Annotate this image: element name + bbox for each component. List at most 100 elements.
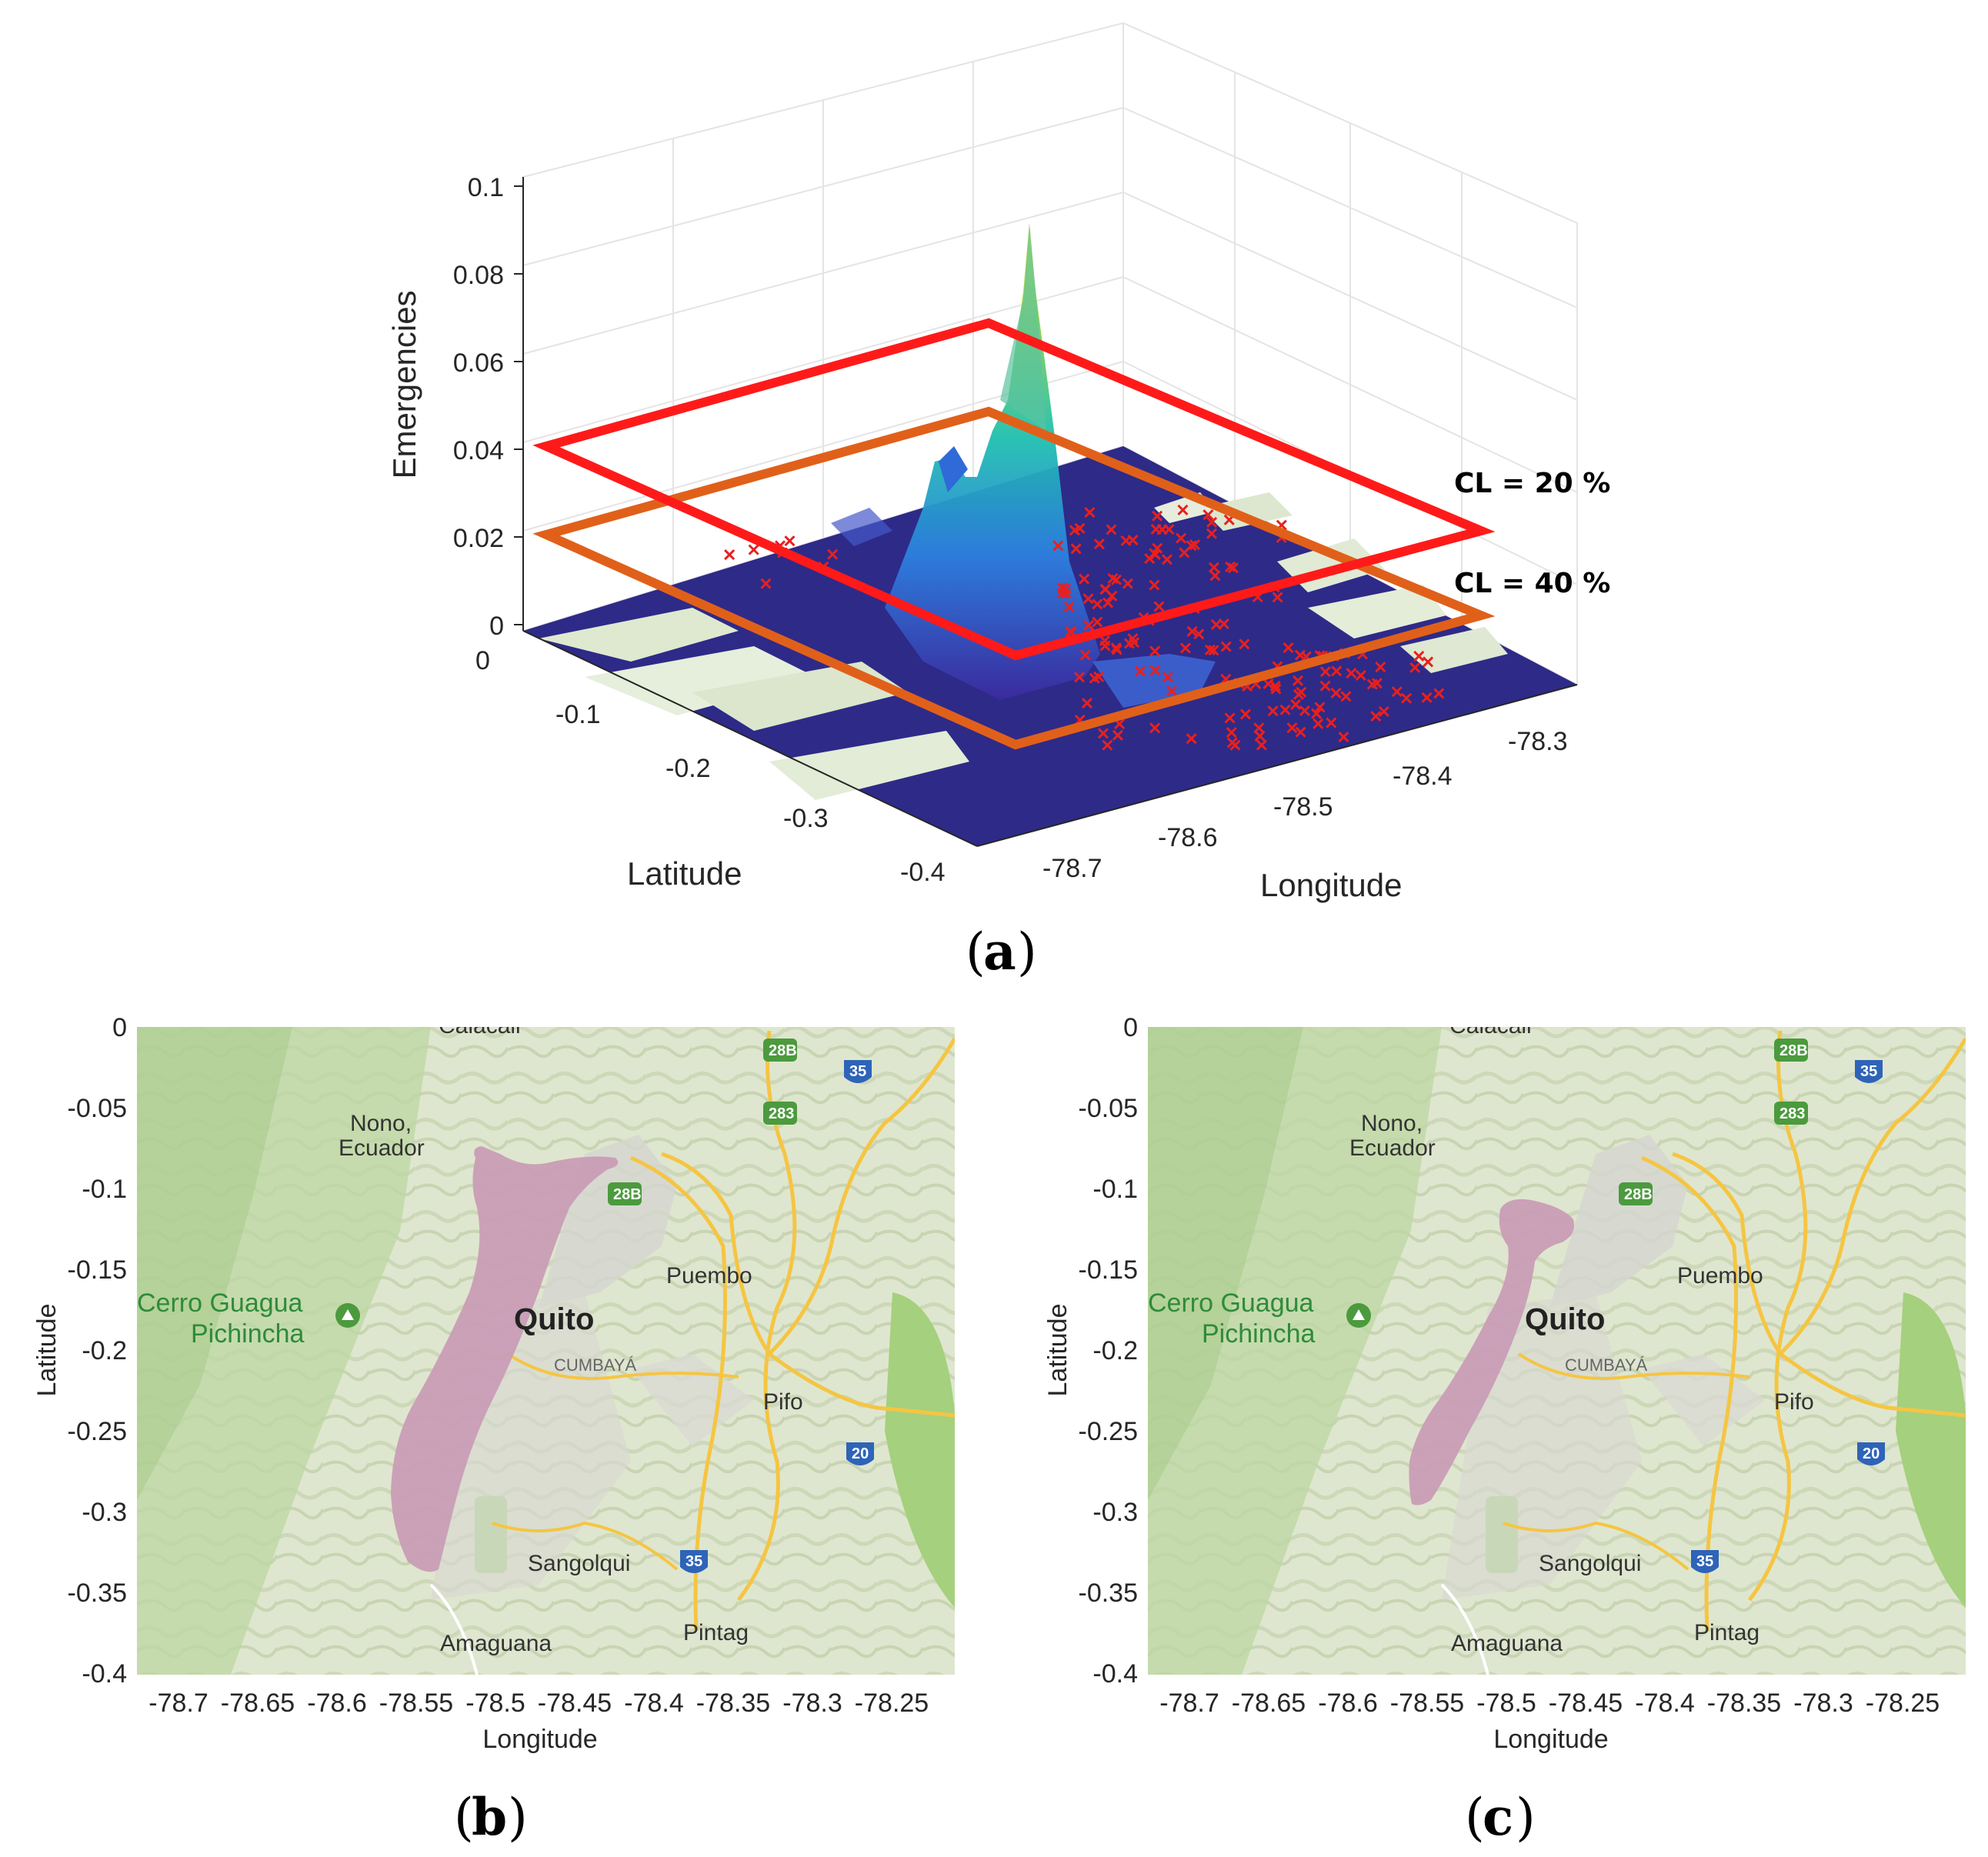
emergency-marker [1202,509,1214,521]
shield-20 [1857,1442,1885,1465]
emergency-marker [1175,532,1187,544]
label-quito-c: Quito [1525,1302,1605,1336]
emergency-marker [1292,675,1304,686]
c-x-tick-8: -78.3 [1793,1689,1853,1718]
c-x-tick-0: -78.7 [1159,1689,1219,1718]
label-calacali-b: Calacali [439,1013,521,1039]
emergency-marker [1311,708,1323,719]
emergency-marker [1161,554,1172,565]
c-y-tick-3: -0.15 [1079,1255,1139,1285]
label-calacali-c: Calacali [1449,1013,1532,1039]
c-y-tick-8: -0.4 [1092,1659,1138,1689]
c-x-label: Longitude [1493,1725,1608,1754]
label-amaguana-b: Amaguana [440,1631,552,1656]
emergency-marker [1107,572,1119,585]
plane-cl-20 [532,318,1496,661]
emergency-marker [1134,665,1146,677]
panel-b-map: Calacali Nono, Ecuador Cerro Guagua Pich… [32,1013,955,1847]
emergency-marker [1340,691,1352,702]
emergency-marker [1378,705,1389,717]
emergency-marker [1421,692,1433,703]
c-x-tick-1: -78.65 [1232,1689,1306,1718]
emergency-marker [1149,579,1160,591]
emergency-marker [1084,506,1096,518]
shield-283 [763,1102,797,1125]
emergency-marker [1204,644,1216,655]
shield-28b-mid [608,1182,642,1205]
emergency-marker [1272,592,1283,603]
region-c [1409,1199,1574,1505]
emergency-marker [1206,516,1218,528]
b-y-ticks: 0 -0.05 -0.1 -0.15 -0.2 -0.25 -0.3 -0.35… [68,1013,128,1689]
emergency-marker [1239,708,1252,720]
c-y-tick-6: -0.3 [1092,1498,1138,1527]
b-x-tick-5: -78.45 [538,1689,612,1718]
emergency-marker [1193,628,1205,640]
shield-35-top-label: 35 [1860,1063,1877,1080]
emergency-marker [1269,680,1281,692]
emergency-marker [1123,638,1136,649]
emergency-marker [1256,739,1267,751]
label-pifo-b: Pifo [763,1389,803,1415]
lat-axis-label: Latitude [627,855,742,892]
lon-tick-1: -78.6 [1158,823,1218,852]
shield-35-bottom-label: 35 [1696,1553,1713,1570]
shield-20 [846,1442,874,1465]
emergency-marker [1226,727,1237,738]
c-x-tick-4: -78.5 [1476,1689,1536,1718]
c-x-tick-2: -78.6 [1318,1689,1378,1718]
emergency-marker [1162,672,1173,683]
label-amaguana-c: Amaguana [1451,1631,1563,1656]
b-y-tick-0: 0 [112,1013,127,1042]
z-ticks [514,185,523,625]
emergency-marker [1122,578,1133,589]
emergency-marker [1102,739,1113,751]
c-y-tick-2: -0.1 [1092,1175,1138,1204]
label-pifo-c: Pifo [1774,1389,1814,1415]
caption-b: b [472,1787,507,1847]
c-y-tick-4: -0.2 [1092,1336,1138,1365]
region-b [391,1146,619,1572]
lat-tick-1: -0.1 [555,700,601,729]
label-cumbaya-c: CUMBAYÁ [1565,1355,1647,1375]
c-x-tick-3: -78.55 [1390,1689,1464,1718]
b-y-tick-1: -0.05 [68,1094,128,1123]
emergency-marker [1293,688,1305,700]
emergency-marker [1331,665,1343,677]
lon-axis-label: Longitude [1260,867,1403,903]
emergency-marker [1153,601,1165,612]
caption-a-close: ) [1017,922,1037,982]
c-x-tick-7: -78.35 [1707,1689,1781,1718]
emergency-marker [1063,601,1075,613]
emergency-marker [1082,593,1094,605]
emergency-marker [1326,717,1337,728]
emergency-marker [1227,562,1239,574]
emergency-marker [1060,588,1072,599]
label-cerro-b-2: Pichincha [191,1319,305,1349]
emergency-marker [1070,543,1082,555]
c-x-ticks: -78.7 -78.65 -78.6 -78.55 -78.5 -78.45 -… [1159,1689,1940,1718]
emergency-marker [760,578,772,589]
emergency-marker [1112,729,1123,741]
b-x-tick-8: -78.3 [782,1689,842,1718]
emergency-marker [1110,642,1122,654]
emergency-marker [1099,583,1112,595]
emergency-marker [1149,665,1161,676]
lon-tick-0: -78.7 [1042,854,1102,883]
emergency-marker [1319,666,1331,678]
z-axis-label: Emergencies [386,290,422,478]
z-tick-0: 0 [489,612,504,641]
emergency-marker [1422,656,1434,668]
emergency-marker [1081,697,1093,709]
lat-axis [522,630,978,847]
z-tick-4: 0.08 [453,261,504,290]
label-nono-c-1: Nono, [1361,1111,1423,1136]
emergency-marker [1220,641,1232,652]
emergency-marker [1089,672,1100,684]
caption-c: c [1483,1787,1513,1847]
emergency-marker [1283,642,1294,654]
label-pintag-b: Pintag [683,1620,749,1645]
emergency-marker [1149,548,1160,559]
plane-cl-40 [532,406,1496,750]
caption-b-close: ) [508,1788,528,1847]
